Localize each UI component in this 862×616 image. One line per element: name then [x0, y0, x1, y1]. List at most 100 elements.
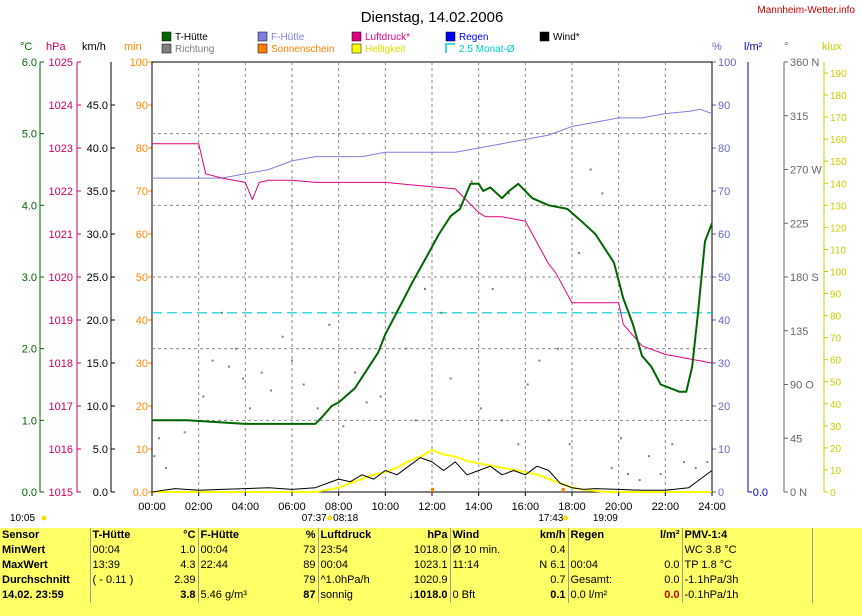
axis-tick-label: 15.0	[87, 358, 108, 370]
stats-row-label: Durchschnitt	[2, 574, 70, 586]
x-tick-label: 14:00	[465, 501, 493, 513]
axis-tick-label: 0.0	[753, 487, 768, 499]
stats-header-press-unit: hPa	[427, 529, 448, 541]
stats-rain-value	[632, 543, 682, 558]
stats-row-label: MinWert	[2, 544, 46, 556]
chart-grid	[151, 61, 713, 493]
axis-unit: hPa	[46, 41, 66, 53]
direction-point	[281, 335, 284, 338]
stats-header-temp-unit: °C	[183, 529, 196, 541]
axis-tick-label: 0 N	[790, 487, 807, 499]
axis-unit: km/h	[82, 41, 106, 53]
axis-tick-label: 1015	[49, 487, 73, 499]
stats-pmv-value: TP 1.8 °C	[681, 558, 812, 573]
stats-press-value: 1020.9	[413, 574, 448, 586]
direction-point	[405, 347, 408, 350]
axis-tick-label: 140	[830, 179, 847, 190]
axis-unit: °C	[20, 41, 32, 53]
axis-tick-label: 0.0	[22, 487, 37, 499]
direction-point	[228, 365, 230, 368]
direction-point	[391, 311, 394, 314]
sunrise-label: 08:18	[333, 513, 358, 524]
stats-rain-value: 0.0	[664, 589, 680, 601]
weather-chart: Dienstag, 14.02.2006 Mannheim-Wetter.inf…	[10, 5, 855, 524]
plot-series	[151, 108, 713, 493]
axis-tick-label: 50	[718, 272, 730, 284]
direction-point	[354, 371, 356, 374]
axis-unit: °	[784, 41, 788, 53]
direction-point	[459, 204, 461, 207]
direction-point	[211, 359, 214, 362]
stats-header-rain: Regen	[567, 528, 632, 543]
axis-tick-label: 1021	[49, 229, 73, 241]
legend-swatch	[351, 31, 362, 42]
axis-tick-label: 40	[718, 315, 730, 327]
axis-tick-label: 90	[136, 100, 148, 112]
legend-swatch	[445, 31, 456, 42]
x-tick-label: 04:00	[232, 501, 260, 513]
axis-tick-label: 1020	[49, 272, 73, 284]
stats-row: MinWert 00:04 1.0 00:04 73 23:54 1018.0 Ø 10 mi…	[0, 543, 862, 558]
x-tick-label: 18:00	[558, 501, 586, 513]
stats-temp-value: 2.39	[174, 574, 196, 586]
x-tick-label: 02:00	[185, 501, 213, 513]
axis-tick-label: 0.0	[133, 487, 148, 499]
stats-press-value: ↓1018.0	[408, 589, 448, 601]
axis-tick-label: 40	[136, 315, 148, 327]
stats-row: Durchschnitt ( - 0.11 ) 2.39 79 ^1.0hPa/h 102…	[0, 573, 862, 588]
legend-swatch	[257, 31, 268, 42]
legend-label: Luftdruck*	[365, 32, 410, 43]
stats-hum-time: 5.46 g/m³	[197, 588, 262, 603]
axis-tick-label: 1024	[49, 100, 73, 112]
stats-panel: Sensor T-Hütte °C F-Hütte % Luftdruck hP…	[0, 528, 862, 616]
stats-header-pmv: PMV-1:4	[681, 528, 812, 543]
axis-tick-label: 1018	[49, 358, 73, 370]
direction-point	[316, 407, 319, 410]
chart-title: Dienstag, 14.02.2006	[361, 9, 504, 26]
stats-temp-value: 4.3	[180, 559, 196, 571]
stats-temp-value: 3.8	[180, 589, 196, 601]
axis-unit: min	[124, 41, 142, 53]
axis-tick-label: 20	[136, 401, 148, 413]
stats-spacer	[811, 588, 862, 603]
stats-rain-time: Gesamt:	[567, 573, 632, 588]
axis-tick-label: 110	[830, 245, 846, 256]
stats-row-label: 14.02. 23:59	[2, 589, 64, 601]
x-tick-label: 06:00	[278, 501, 306, 513]
stats-hum-time: 22:44	[197, 558, 262, 573]
direction-point	[235, 347, 237, 350]
direction-point	[526, 383, 529, 386]
legend-swatch	[161, 31, 172, 42]
stats-temp-time	[89, 588, 140, 603]
direction-point	[440, 311, 443, 314]
chart-axes: 0.01.02.03.04.05.06.01015101610171018101…	[22, 57, 847, 499]
direction-point	[578, 252, 580, 255]
direction-point	[480, 407, 482, 410]
axis-tick-label: 40.0	[87, 143, 108, 155]
axis-tick-label: 6.0	[22, 57, 37, 69]
x-axis: 00:00 02:00 04:00 06:00 08:00 10:00 12:00 14:00…	[138, 492, 726, 513]
sunset-label: 19:09	[593, 513, 618, 524]
axis-tick-label: 90 O	[790, 380, 814, 392]
stats-pmv-value: -1.1hPa/3h	[681, 573, 812, 588]
stats-row-label: MaxWert	[2, 559, 48, 571]
axis-tick-label: 70	[830, 334, 842, 345]
axis-unit-labels: °C hPa km/h min% l/m² ° klux	[20, 41, 842, 53]
stats-press-value: 1018.0	[413, 544, 448, 556]
axis-tick-label: 1019	[49, 315, 73, 327]
stats-temp-value: 1.0	[180, 544, 196, 556]
direction-point	[470, 180, 473, 183]
direction-point	[589, 168, 592, 171]
axis-tick-label: 1017	[49, 401, 73, 413]
stats-hum-value: 87	[303, 589, 316, 601]
axis-tick-label: 45.0	[87, 100, 108, 112]
legend-label: Richtung	[175, 44, 214, 55]
direction-point	[379, 395, 382, 398]
axis-unit: l/m²	[744, 41, 763, 53]
stats-header-hum: F-Hütte	[197, 528, 262, 543]
axis-tick-label: 120	[830, 223, 847, 234]
legend-label: 2.5 Monat-Ø	[459, 44, 515, 55]
direction-point	[547, 419, 550, 422]
series-line	[151, 457, 713, 493]
